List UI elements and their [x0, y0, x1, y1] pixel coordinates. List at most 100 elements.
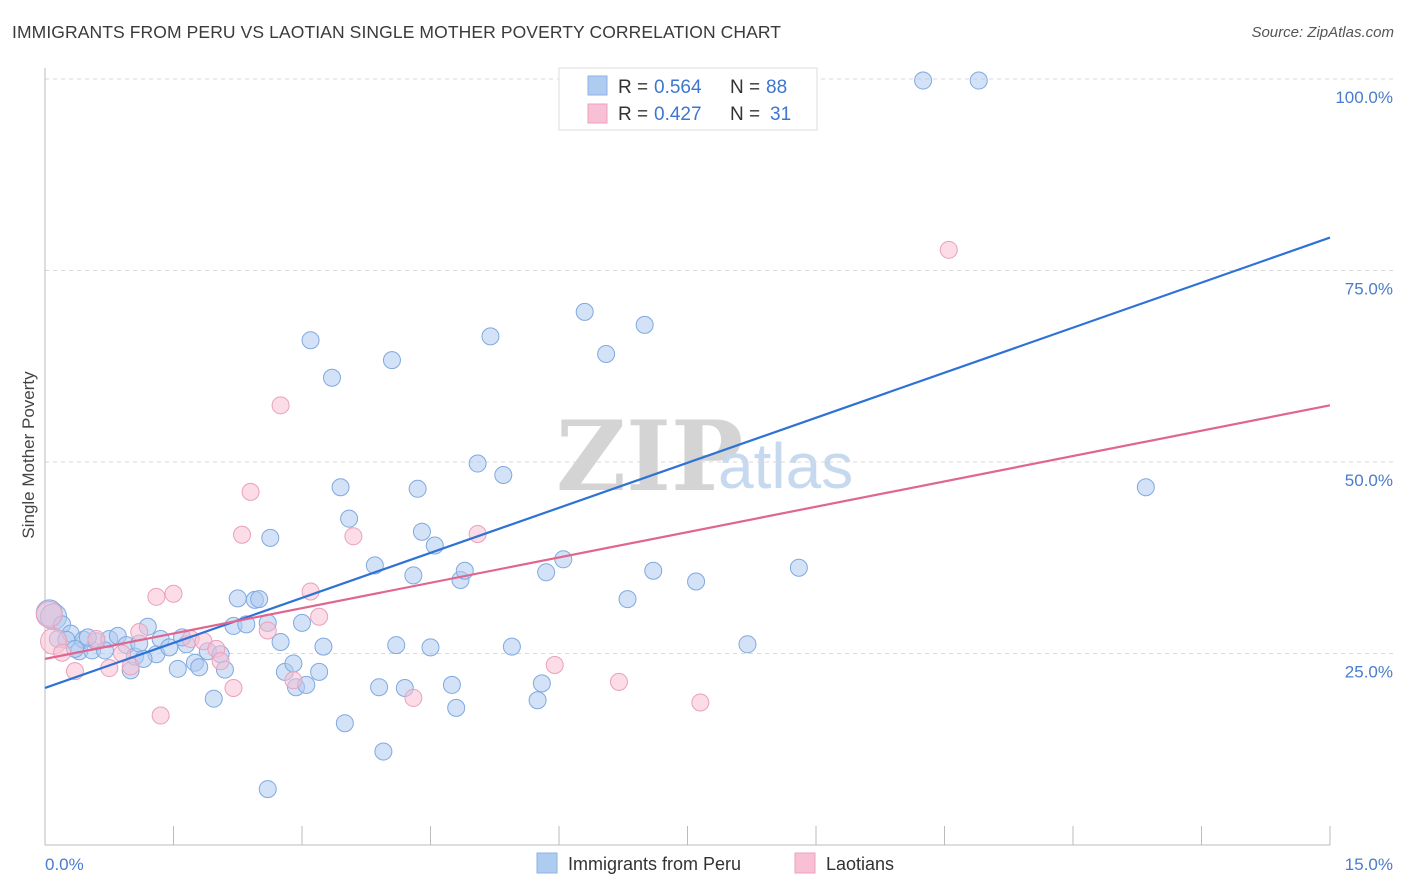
axes: [44, 68, 1331, 846]
series-legend: Immigrants from Peru Laotians: [536, 852, 894, 874]
point-peru-56: [421, 638, 440, 657]
point-laotians-26: [545, 655, 564, 674]
point-peru-71: [597, 344, 616, 363]
legend-peru-n-label: N =: [730, 77, 760, 98]
point-peru-80: [1136, 478, 1155, 497]
chart-title: IMMIGRANTS FROM PERU VS LAOTIAN SINGLE M…: [12, 22, 782, 42]
legend-peru-r-label: R =: [618, 77, 648, 98]
watermark: ZIP atlas: [556, 400, 853, 513]
legend-laotians-n-value: 31: [770, 104, 791, 125]
point-peru-74: [644, 561, 663, 580]
point-peru-38: [293, 613, 311, 632]
point-peru-47: [365, 556, 384, 575]
point-laotians-28: [691, 693, 710, 712]
point-peru-53: [404, 566, 423, 585]
point-peru-46: [340, 509, 359, 528]
point-peru-66: [528, 691, 547, 710]
point-peru-75: [687, 572, 706, 591]
point-peru-34: [271, 633, 290, 652]
point-laotians-22: [310, 607, 329, 626]
point-peru-58: [442, 675, 461, 694]
y-axis-label: Single Mother Poverty: [19, 371, 38, 539]
point-laotians-16: [233, 525, 252, 544]
legend-laotians-r-label: R =: [618, 104, 648, 125]
point-laotians-10: [164, 584, 183, 603]
point-laotians-0: [35, 600, 63, 628]
trend-line-laotians: [44, 404, 1331, 660]
point-peru-73: [635, 315, 654, 334]
point-peru-63: [481, 327, 500, 346]
bottom-legend-label-laotians: Laotians: [826, 854, 894, 874]
point-peru-64: [494, 466, 513, 485]
point-peru-55: [412, 522, 431, 541]
trend-line-peru: [44, 236, 1331, 690]
point-laotians-23: [344, 527, 363, 546]
point-peru-33: [261, 528, 280, 547]
point-peru-22: [190, 658, 209, 677]
bottom-legend-label-peru: Immigrants from Peru: [568, 854, 741, 874]
point-laotians-3: [87, 629, 106, 648]
legend-laotians-r-value: 0.427: [654, 104, 702, 125]
point-laotians-20: [284, 671, 303, 690]
gridlines: [45, 78, 1395, 654]
point-laotians-30: [53, 643, 72, 662]
point-laotians-18: [258, 621, 277, 640]
point-peru-70: [575, 302, 594, 321]
point-peru-41: [310, 662, 329, 681]
legend-swatch-peru: [587, 75, 608, 96]
point-peru-77: [789, 558, 808, 577]
legend-laotians-n-label: N =: [730, 104, 760, 125]
point-laotians-14: [211, 652, 230, 671]
correlation-legend: R = 0.564 N = 88 R = 0.427 N = 31: [558, 67, 818, 131]
y-tick-label-50: 50.0%: [1345, 471, 1393, 490]
y-tick-label-75: 75.0%: [1345, 280, 1393, 299]
point-laotians-27: [609, 672, 628, 691]
point-laotians-9: [151, 706, 170, 725]
point-peru-24: [204, 689, 223, 708]
point-peru-67: [532, 674, 551, 693]
point-laotians-29: [939, 240, 958, 259]
watermark-zip: ZIP: [556, 400, 743, 513]
x-tick-label-min: 0.0%: [45, 855, 84, 874]
point-peru-44: [331, 478, 350, 497]
point-peru-43: [322, 368, 341, 387]
bottom-legend-swatch-peru: [536, 852, 558, 874]
point-peru-78: [914, 71, 933, 90]
point-peru-51: [387, 636, 406, 655]
point-peru-62: [468, 454, 487, 473]
point-peru-81: [258, 780, 277, 799]
point-peru-50: [382, 351, 401, 370]
point-laotians-19: [271, 396, 290, 415]
point-peru-65: [502, 637, 521, 656]
point-peru-54: [408, 479, 427, 498]
legend-peru-n-value: 88: [766, 77, 787, 98]
point-peru-36: [284, 654, 303, 673]
point-peru-59: [447, 698, 466, 717]
point-peru-42: [314, 637, 333, 656]
point-peru-49: [374, 742, 393, 761]
watermark-atlas: atlas: [718, 430, 853, 502]
point-laotians-24: [404, 688, 423, 707]
source-label: Source: ZipAtlas.com: [1251, 24, 1394, 41]
point-peru-72: [618, 590, 637, 609]
point-peru-31: [250, 590, 269, 609]
y-tick-label-100: 100.0%: [1335, 88, 1393, 107]
point-peru-28: [228, 589, 247, 608]
tick-labels: 25.0% 50.0% 75.0% 100.0% 0.0% 15.0%: [45, 88, 1393, 874]
point-peru-48: [370, 678, 389, 697]
point-peru-76: [738, 635, 757, 654]
bottom-legend-swatch-laotians: [794, 852, 816, 874]
series-laotians-points: [35, 240, 958, 725]
trend-lines: [44, 236, 1331, 690]
point-peru-45: [335, 714, 354, 733]
point-laotians-17: [241, 482, 260, 501]
point-peru-40: [301, 331, 320, 350]
legend-peru-r-value: 0.564: [654, 77, 702, 98]
point-peru-19: [168, 659, 187, 678]
legend-swatch-laotians: [587, 103, 608, 124]
point-laotians-15: [224, 678, 243, 697]
point-peru-79: [969, 71, 988, 90]
y-tick-label-25: 25.0%: [1345, 663, 1393, 682]
point-peru-68: [537, 563, 556, 582]
